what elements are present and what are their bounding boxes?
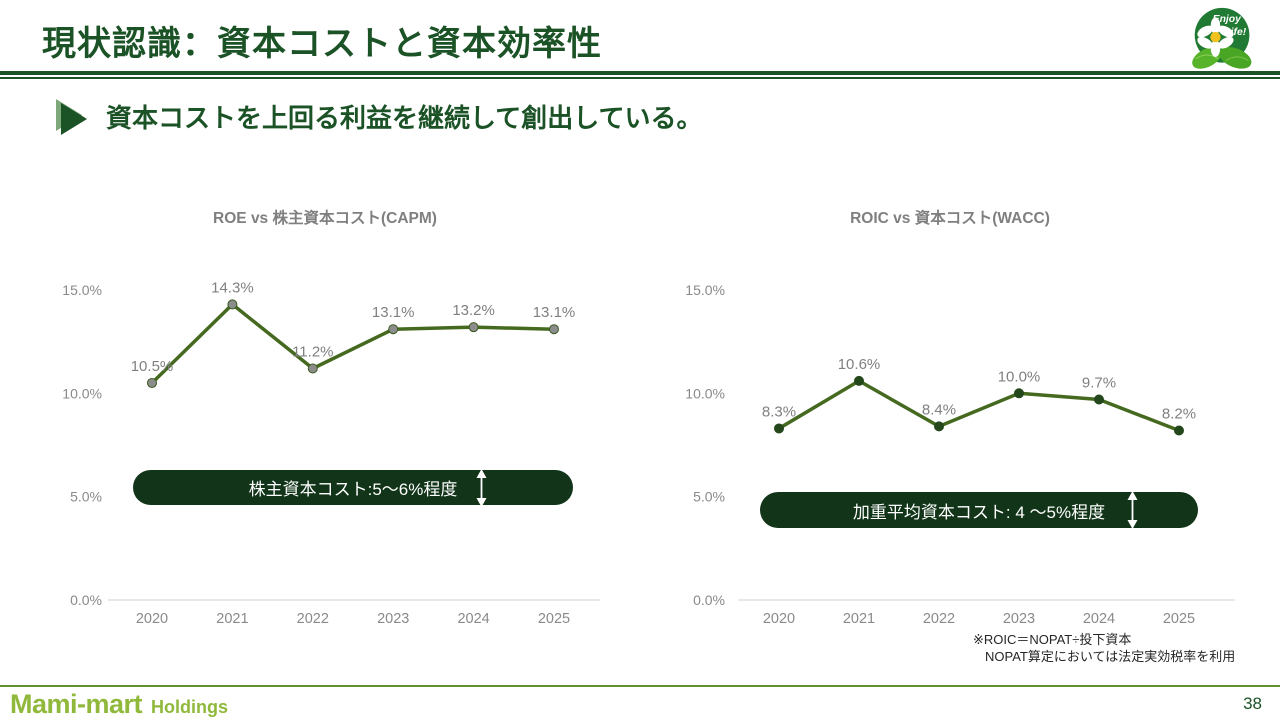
key-message: 資本コストを上回る利益を継続して創出している。 [56,98,702,135]
svg-text:0.0%: 0.0% [693,592,725,608]
footer-divider [0,685,1280,687]
wacc-band: 加重平均資本コスト: 4 ～5%程度 [760,491,1198,529]
triangle-bullet-icon [56,98,92,135]
svg-text:2021: 2021 [216,611,248,627]
range-arrow-icon [1127,491,1138,529]
brand-suffix: Holdings [151,697,229,717]
chart-title-roe: ROE vs 株主資本コスト(CAPM) [213,210,437,227]
footnote: ※ROIC＝NOPAT÷投下資本 NOPAT算定においては法定実効税率を利用 [973,631,1235,665]
svg-text:10.6%: 10.6% [838,356,881,373]
svg-text:13.2%: 13.2% [452,302,495,319]
svg-text:10.0%: 10.0% [998,368,1041,385]
svg-text:2022: 2022 [297,611,329,627]
svg-text:13.1%: 13.1% [372,304,415,321]
svg-text:2025: 2025 [1163,611,1195,627]
svg-text:14.3%: 14.3% [211,279,254,296]
svg-text:15.0%: 15.0% [62,282,102,298]
wacc-band-label: 加重平均資本コスト: 4 ～5%程度 [852,502,1106,522]
svg-text:2022: 2022 [923,611,955,627]
footer-brand: Mami-mart Holdings [10,689,228,720]
svg-text:2024: 2024 [1083,611,1115,627]
cost-of-equity-band-label: 株主資本コスト:5～6%程度 [248,480,458,499]
svg-text:10.0%: 10.0% [685,385,725,401]
svg-text:2021: 2021 [843,611,875,627]
svg-text:9.7%: 9.7% [1082,375,1116,392]
company-logo-icon: Enjoy Life! [1192,7,1252,69]
svg-text:8.3%: 8.3% [762,403,796,420]
svg-text:5.0%: 5.0% [70,489,102,505]
svg-text:15.0%: 15.0% [685,282,725,298]
svg-text:2024: 2024 [457,611,489,627]
chart-svg-0: 0.0% 5.0% 10.0% 15.0% 2020 2021 2022 2023 2024 20… [62,279,600,627]
page-number: 38 [1243,694,1262,713]
svg-text:2025: 2025 [538,611,570,627]
svg-text:8.2%: 8.2% [1162,406,1196,423]
title-divider [0,71,1280,79]
svg-text:2020: 2020 [763,611,795,627]
svg-text:2020: 2020 [136,611,168,627]
svg-text:13.1%: 13.1% [533,304,576,321]
svg-text:10.0%: 10.0% [62,385,102,401]
chart-svg-1: 0.0% 5.0% 10.0% 15.0% 2020 2021 2022 2023 2024 20… [685,282,1235,627]
svg-text:8.4%: 8.4% [922,401,956,418]
svg-text:Enjoy: Enjoy [1213,14,1242,25]
svg-text:10.5%: 10.5% [131,358,174,375]
svg-text:2023: 2023 [377,611,409,627]
svg-text:5.0%: 5.0% [693,489,725,505]
page-title: 現状認識：資本コストと資本効率性 [42,25,602,63]
key-message-text: 資本コストを上回る利益を継続して創出している。 [106,103,703,133]
range-arrow-icon [476,469,487,507]
svg-text:11.2%: 11.2% [292,343,333,360]
svg-text:0.0%: 0.0% [70,592,102,608]
svg-text:Life!: Life! [1224,27,1246,38]
footnote-line1: ※ROIC＝NOPAT÷投下資本 [973,632,1132,647]
flower-icon [1197,17,1234,57]
footnote-line2: NOPAT算定においては法定実効税率を利用 [985,649,1236,664]
svg-text:2023: 2023 [1003,611,1035,627]
brand-name: Mami-mart [10,689,143,719]
chart-title-roic: ROIC vs 資本コスト(WACC) [850,210,1050,227]
cost-of-equity-band: 株主資本コスト:5～6%程度 [133,469,573,507]
